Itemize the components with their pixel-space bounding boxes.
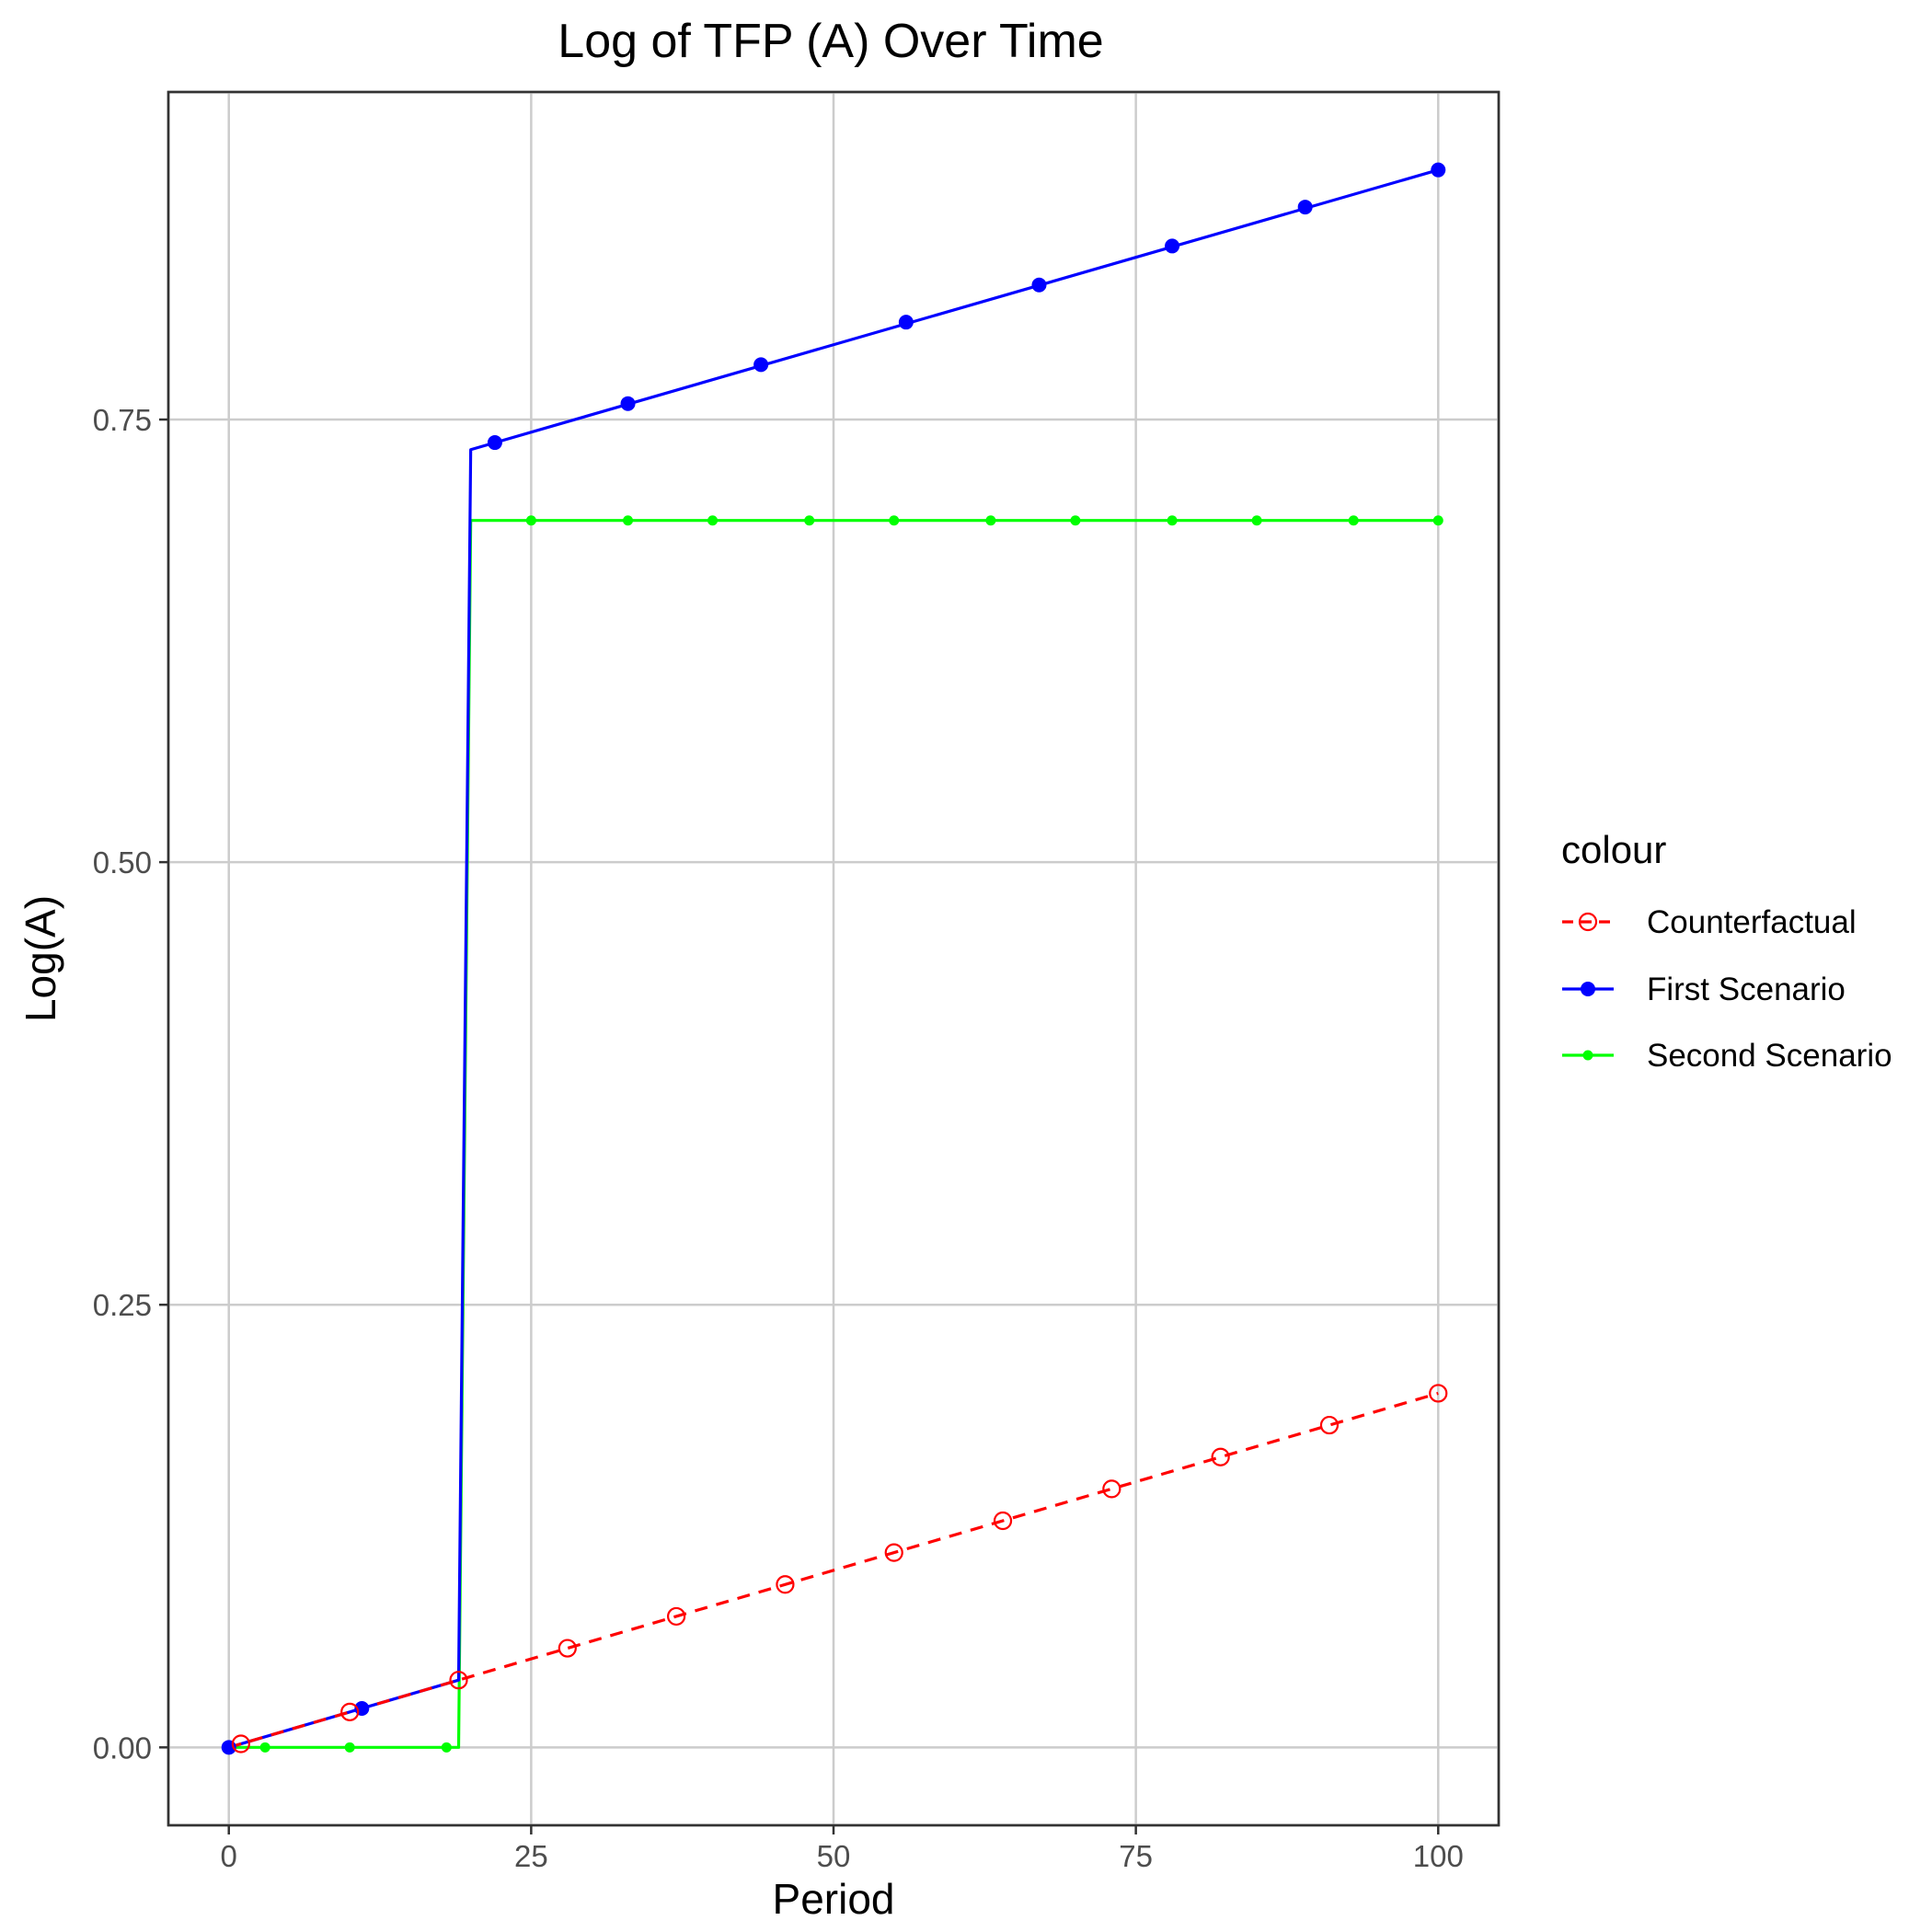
- y-tick-label: 0.50: [93, 845, 152, 880]
- y-axis-title: Log(A): [17, 895, 64, 1022]
- first-scenario-point: [487, 435, 502, 451]
- second-scenario-point: [1070, 515, 1081, 526]
- second-scenario-point: [525, 515, 536, 526]
- series-lines: [228, 168, 1439, 1749]
- y-tick-label: 0.25: [93, 1288, 152, 1322]
- second-scenario-point: [259, 1742, 270, 1753]
- first-scenario-point: [1165, 238, 1180, 254]
- second-scenario-point: [441, 1742, 452, 1753]
- second-scenario-point: [1348, 515, 1359, 526]
- legend-label-second-scenario: Second Scenario: [1647, 1038, 1892, 1074]
- legend: colour Counterfactual First Scenario Secon…: [1561, 828, 1892, 1074]
- counterfactual-point: [667, 1606, 686, 1627]
- y-tick-label: 0.75: [93, 403, 152, 437]
- counterfactual-point: [231, 1734, 250, 1754]
- second-scenario-point: [707, 515, 719, 526]
- legend-marker-first-scenario: [1581, 982, 1595, 996]
- second-scenario-point: [804, 515, 815, 526]
- first-scenario-point: [1431, 162, 1446, 178]
- first-scenario-point: [1031, 277, 1047, 293]
- legend-label-first-scenario: First Scenario: [1647, 972, 1846, 1007]
- chart-title: Log of TFP (A) Over Time: [558, 15, 1103, 68]
- y-axis: 0.00 0.25 0.50 0.75: [93, 403, 168, 1765]
- x-axis-title: Period: [773, 1875, 895, 1923]
- second-scenario-point: [1251, 515, 1262, 526]
- first-scenario-point: [898, 315, 914, 330]
- counterfactual-point: [1102, 1479, 1121, 1499]
- first-scenario-point: [753, 357, 769, 373]
- y-tick-label: 0.00: [93, 1731, 152, 1765]
- first-scenario-point: [620, 396, 636, 411]
- counterfactual-point: [776, 1575, 795, 1594]
- second-scenario-point: [985, 515, 996, 526]
- counterfactual-point: [449, 1671, 468, 1690]
- grid-lines: [168, 92, 1499, 1825]
- x-tick-label: 75: [1119, 1839, 1153, 1873]
- counterfactual-point: [1211, 1447, 1230, 1466]
- legend-title: colour: [1561, 828, 1666, 871]
- counterfactual-point: [1429, 1384, 1448, 1403]
- second-scenario-point: [889, 515, 900, 526]
- counterfactual-line: [228, 1391, 1439, 1749]
- counterfactual-point: [1319, 1415, 1340, 1435]
- counterfactual-point: [884, 1543, 903, 1562]
- x-axis: 0 25 50 75 100: [221, 1825, 1464, 1873]
- counterfactual-point: [993, 1511, 1013, 1531]
- x-tick-label: 100: [1413, 1839, 1464, 1873]
- counterfactual-point: [340, 1702, 360, 1721]
- legend-marker-second-scenario: [1582, 1050, 1593, 1061]
- x-tick-label: 50: [817, 1839, 851, 1873]
- counterfactual-point: [558, 1639, 577, 1658]
- second-scenario-point: [1167, 515, 1178, 526]
- x-tick-label: 0: [221, 1839, 237, 1873]
- second-scenario-point: [344, 1742, 355, 1753]
- legend-label-counterfactual: Counterfactual: [1647, 904, 1857, 940]
- second-scenario-point: [1432, 515, 1443, 526]
- series-points: [221, 162, 1448, 1755]
- first-scenario-point: [1297, 200, 1313, 215]
- x-tick-label: 25: [514, 1839, 548, 1873]
- legend-marker-counterfactual: [1578, 912, 1598, 932]
- second-scenario-point: [623, 515, 634, 526]
